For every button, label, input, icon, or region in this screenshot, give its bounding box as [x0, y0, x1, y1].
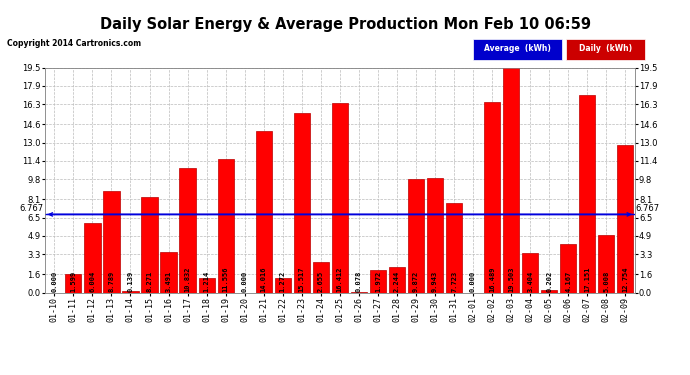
Text: 2.655: 2.655 — [318, 270, 324, 292]
Bar — [408, 178, 424, 292]
Text: 16.489: 16.489 — [489, 266, 495, 292]
Bar — [541, 290, 558, 292]
Text: 0.000: 0.000 — [51, 270, 57, 292]
Text: 0.202: 0.202 — [546, 270, 552, 292]
Text: 1.272: 1.272 — [279, 270, 286, 292]
Text: 19.503: 19.503 — [508, 266, 514, 292]
Text: 8.271: 8.271 — [146, 270, 152, 292]
Text: 9.943: 9.943 — [432, 270, 438, 292]
Text: 6.004: 6.004 — [90, 270, 95, 292]
Text: 6.767: 6.767 — [635, 204, 660, 213]
Bar — [255, 131, 272, 292]
Text: Average  (kWh): Average (kWh) — [484, 44, 551, 53]
Text: 4.167: 4.167 — [565, 270, 571, 292]
Bar — [104, 191, 119, 292]
Bar — [370, 270, 386, 292]
Bar — [66, 274, 81, 292]
Text: 0.078: 0.078 — [356, 270, 362, 292]
Bar — [446, 203, 462, 292]
Bar — [313, 262, 329, 292]
Text: 2.244: 2.244 — [394, 270, 400, 292]
Text: Daily Solar Energy & Average Production Mon Feb 10 06:59: Daily Solar Energy & Average Production … — [99, 17, 591, 32]
Bar — [294, 114, 310, 292]
Bar — [389, 267, 405, 292]
Bar — [275, 278, 290, 292]
Bar — [332, 103, 348, 292]
Text: 7.723: 7.723 — [451, 270, 457, 292]
Text: 0.139: 0.139 — [128, 270, 133, 292]
Text: 11.556: 11.556 — [223, 266, 228, 292]
Text: 10.832: 10.832 — [185, 266, 190, 292]
Text: 3.491: 3.491 — [166, 270, 172, 292]
Text: 17.151: 17.151 — [584, 266, 590, 292]
Text: 6.767: 6.767 — [20, 204, 44, 213]
Text: 3.404: 3.404 — [527, 270, 533, 292]
Bar — [217, 159, 234, 292]
Bar — [122, 291, 139, 292]
Bar — [427, 178, 443, 292]
Text: 1.599: 1.599 — [70, 270, 77, 292]
Text: 15.517: 15.517 — [299, 266, 305, 292]
Bar — [617, 146, 633, 292]
Text: 14.016: 14.016 — [261, 266, 267, 292]
Text: 0.000: 0.000 — [470, 270, 476, 292]
Bar — [484, 102, 500, 292]
Text: 5.008: 5.008 — [603, 270, 609, 292]
Text: 1.214: 1.214 — [204, 270, 210, 292]
Text: 9.872: 9.872 — [413, 270, 419, 292]
Bar — [141, 197, 157, 292]
Text: 16.412: 16.412 — [337, 266, 343, 292]
Bar — [84, 223, 101, 292]
Bar — [179, 168, 196, 292]
Bar — [161, 252, 177, 292]
Bar — [522, 253, 538, 292]
Bar — [199, 279, 215, 292]
Text: 1.972: 1.972 — [375, 270, 381, 292]
Text: Daily  (kWh): Daily (kWh) — [579, 44, 632, 53]
Bar — [560, 244, 576, 292]
Bar — [598, 235, 614, 292]
Text: 12.754: 12.754 — [622, 266, 629, 292]
Text: 0.000: 0.000 — [241, 270, 248, 292]
Bar — [503, 68, 519, 292]
Text: 8.789: 8.789 — [108, 270, 115, 292]
Bar — [579, 94, 595, 292]
Text: Copyright 2014 Cartronics.com: Copyright 2014 Cartronics.com — [7, 39, 141, 48]
